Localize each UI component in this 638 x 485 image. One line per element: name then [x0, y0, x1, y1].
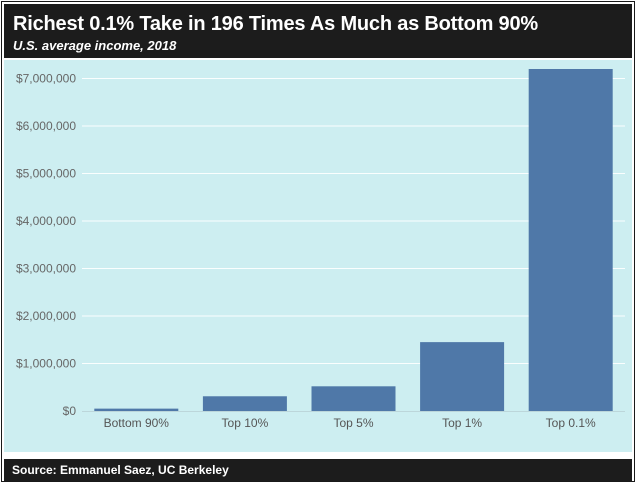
y-tick-label: $4,000,000 — [16, 214, 76, 228]
chart-footer: Source: Emmanuel Saez, UC Berkeley — [4, 459, 632, 481]
y-tick-label: $0 — [63, 404, 77, 418]
x-tick-label: Top 10% — [222, 416, 269, 430]
y-tick-label: $1,000,000 — [16, 357, 76, 371]
bar — [528, 69, 613, 411]
bar — [94, 408, 179, 411]
x-tick-label: Bottom 90% — [104, 416, 170, 430]
chart-subtitle: U.S. average income, 2018 — [13, 38, 177, 53]
bar — [202, 396, 287, 411]
y-tick-label: $7,000,000 — [16, 72, 76, 86]
y-tick-label: $3,000,000 — [16, 262, 76, 276]
source-credit: Source: Emmanuel Saez, UC Berkeley — [12, 463, 229, 477]
plot-area: $0 $1,000,000 $2,000,000 $3,000,000 $4,000,0… — [4, 60, 632, 452]
bar — [311, 386, 396, 411]
y-tick-label: $6,000,000 — [16, 119, 76, 133]
x-tick-label: Top 5% — [333, 416, 373, 430]
bar-chart: $0 $1,000,000 $2,000,000 $3,000,000 $4,000,0… — [16, 69, 625, 430]
bar — [420, 342, 505, 411]
x-tick-label: Top 0.1% — [546, 416, 596, 430]
y-tick-label: $5,000,000 — [16, 167, 76, 181]
chart-title: Richest 0.1% Take in 196 Times As Much a… — [13, 13, 538, 35]
y-tick-label: $2,000,000 — [16, 309, 76, 323]
chart-header: Richest 0.1% Take in 196 Times As Much a… — [4, 4, 632, 58]
x-tick-label: Top 1% — [442, 416, 482, 430]
